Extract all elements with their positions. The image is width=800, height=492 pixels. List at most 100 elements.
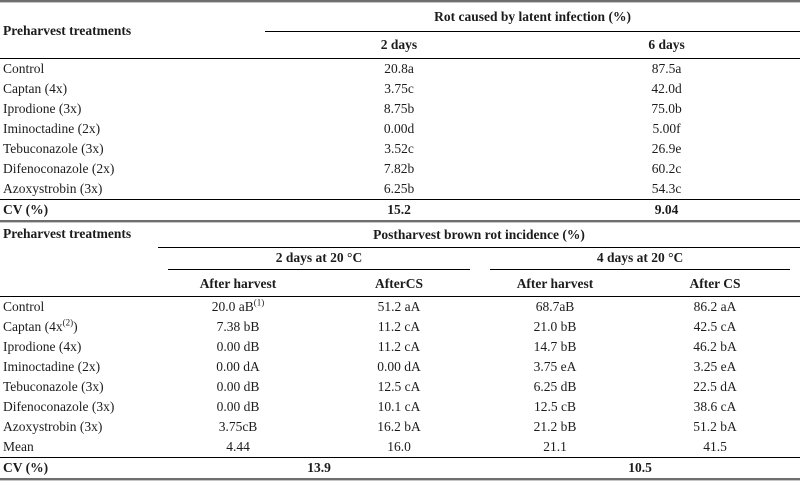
- table2-header-row-2: 2 days at 20 °C 4 days at 20 °C: [0, 248, 800, 273]
- paper-table-page: Preharvest treatments Rot caused by late…: [0, 0, 800, 481]
- value-cell: 26.9e: [651, 141, 682, 156]
- value-cell: 42.5 cA: [693, 319, 737, 334]
- table-row: Control 20.0 aB(1) 51.2 aA 68.7aB 86.2 a…: [0, 297, 800, 318]
- value-cell: 0.00 dA: [377, 359, 421, 374]
- table-row: Azoxystrobin (3x) 3.75cB 16.2 bA 21.2 bB…: [0, 417, 800, 437]
- table-row: Difenoconazole (2x) 7.82b 60.2c: [0, 159, 800, 179]
- value-cell: 16.2 bA: [377, 419, 421, 434]
- col-after-harvest-4d: After harvest: [480, 272, 630, 297]
- table1-header-row-1: Preharvest treatments Rot caused by late…: [0, 3, 800, 59]
- group-2days-label: 2 days at 20 °C: [168, 250, 470, 270]
- value-cell: 11.2 cA: [377, 339, 421, 354]
- value-cell: 0.00 dB: [216, 399, 260, 414]
- value-cell: 6.25b: [383, 181, 415, 196]
- footnote-marker: (1): [253, 297, 265, 308]
- cv-value: 15.2: [265, 199, 533, 220]
- value-cell: 21.0 bB: [533, 319, 577, 334]
- latent-infection-table: Preharvest treatments Rot caused by late…: [0, 3, 800, 220]
- value-cell: 20.8a: [384, 61, 414, 76]
- value-cell: 68.7aB: [535, 299, 575, 314]
- treatment-label: Difenoconazole (2x): [3, 161, 115, 176]
- table-row: Captan (4x) 3.75c 42.0d: [0, 79, 800, 99]
- table-row: Captan (4x(2)) 7.38 bB 11.2 cA 21.0 bB 4…: [0, 317, 800, 337]
- value-cell: 0.00 dA: [216, 359, 260, 374]
- table2-header-row-1: Preharvest treatments Postharvest brown …: [0, 223, 800, 297]
- value-cell: 41.5: [703, 439, 727, 454]
- table2-col1-header: Preharvest treatments: [0, 223, 158, 297]
- table1-spanner-header: Rot caused by latent infection (%): [265, 3, 800, 32]
- value-cell: 20.0 aB(1): [158, 297, 318, 318]
- treatment-label: Control: [3, 299, 45, 314]
- value-cell: 5.00f: [652, 121, 681, 136]
- value-cell: 10.1 cA: [377, 399, 421, 414]
- treatment-label: Iminoctadine (2x): [3, 359, 101, 374]
- treatment-label: Iminoctadine (2x): [3, 121, 101, 136]
- value-cell: 3.75 eA: [533, 359, 577, 374]
- cv-value: 9.04: [533, 199, 800, 220]
- value-cell: 11.2 cA: [377, 319, 421, 334]
- treatment-label: Captan (4x(2)): [0, 317, 158, 337]
- treatment-label: Captan (4x): [3, 81, 68, 96]
- table2-spanner-header: Postharvest brown rot incidence (%): [158, 223, 800, 248]
- table1-header-row-2: 2 days 6 days: [0, 31, 800, 59]
- value-text: 20.0 aB: [211, 299, 254, 314]
- value-cell: 12.5 cB: [534, 399, 576, 414]
- group-4days-header: 4 days at 20 °C: [480, 248, 800, 273]
- table-row: Iprodione (4x) 0.00 dB 11.2 cA 14.7 bB 4…: [0, 337, 800, 357]
- value-cell: 22.5 dA: [693, 379, 737, 394]
- value-cell: 3.52c: [384, 141, 414, 156]
- cv-row: CV (%) 13.9 10.5: [0, 457, 800, 478]
- col-after-cs-2d: AfterCS: [318, 272, 480, 297]
- table-row: Azoxystrobin (3x) 6.25b 54.3c: [0, 179, 800, 200]
- value-cell: 3.75c: [384, 81, 414, 96]
- cv-value: 10.5: [480, 457, 800, 478]
- value-cell: 6.25 dB: [533, 379, 577, 394]
- table-row: Iprodione (3x) 8.75b 75.0b: [0, 99, 800, 119]
- value-cell: 60.2c: [651, 161, 682, 176]
- table1-col1-header: Preharvest treatments: [0, 3, 265, 59]
- value-cell: 87.5a: [651, 61, 682, 76]
- col-after-harvest-2d: After harvest: [158, 272, 318, 297]
- value-cell: 0.00 dB: [216, 379, 260, 394]
- treatment-label: Control: [3, 61, 45, 76]
- table-row: Tebuconazole (3x) 3.52c 26.9e: [0, 139, 800, 159]
- cv-label: CV (%): [0, 457, 158, 478]
- cv-row: CV (%) 15.2 9.04: [0, 199, 800, 220]
- value-cell: 8.75b: [383, 101, 415, 116]
- value-cell: 51.2 bA: [693, 419, 737, 434]
- table-row: Tebuconazole (3x) 0.00 dB 12.5 cA 6.25 d…: [0, 377, 800, 397]
- table-bottom-rule: [0, 478, 800, 481]
- treatment-label: Azoxystrobin (3x): [3, 419, 103, 434]
- treatment-label: Tebuconazole (3x): [3, 141, 104, 156]
- value-cell: 86.2 aA: [693, 299, 737, 314]
- footnote-marker: (2): [62, 317, 74, 328]
- postharvest-incidence-table: Preharvest treatments Postharvest brown …: [0, 223, 800, 478]
- value-cell: 0.00 dB: [216, 339, 260, 354]
- value-cell: 3.25 eA: [693, 359, 737, 374]
- table-row: Control 20.8a 87.5a: [0, 59, 800, 80]
- value-cell: 3.75cB: [218, 419, 258, 434]
- group-2days-header: 2 days at 20 °C: [158, 248, 480, 273]
- value-cell: 14.7 bB: [533, 339, 577, 354]
- value-cell: 38.6 cA: [693, 399, 737, 414]
- treatment-label: Iprodione (3x): [3, 101, 82, 116]
- table-divider-rule: [0, 220, 800, 223]
- mean-label: Mean: [3, 439, 34, 454]
- value-cell: 51.2 aA: [377, 299, 421, 314]
- table2-header-row-3: After harvest AfterCS After harvest Afte…: [0, 272, 800, 297]
- table-row: Iminoctadine (2x) 0.00 dA 0.00 dA 3.75 e…: [0, 357, 800, 377]
- cv-label: CV (%): [0, 199, 265, 220]
- treatment-label: Azoxystrobin (3x): [3, 181, 103, 196]
- table-row: Iminoctadine (2x) 0.00d 5.00f: [0, 119, 800, 139]
- value-cell: 16.0: [387, 439, 411, 454]
- value-cell: 7.82b: [383, 161, 415, 176]
- value-cell: 46.2 bA: [693, 339, 737, 354]
- label-text: ): [73, 319, 78, 334]
- label-text: Captan (4x: [3, 319, 63, 334]
- value-cell: 21.1: [543, 439, 567, 454]
- value-cell: 7.38 bB: [216, 319, 260, 334]
- treatment-label: Tebuconazole (3x): [3, 379, 104, 394]
- table-row: Difenoconazole (3x) 0.00 dB 10.1 cA 12.5…: [0, 397, 800, 417]
- group-4days-label: 4 days at 20 °C: [490, 250, 791, 270]
- table-top-rule: [0, 0, 800, 3]
